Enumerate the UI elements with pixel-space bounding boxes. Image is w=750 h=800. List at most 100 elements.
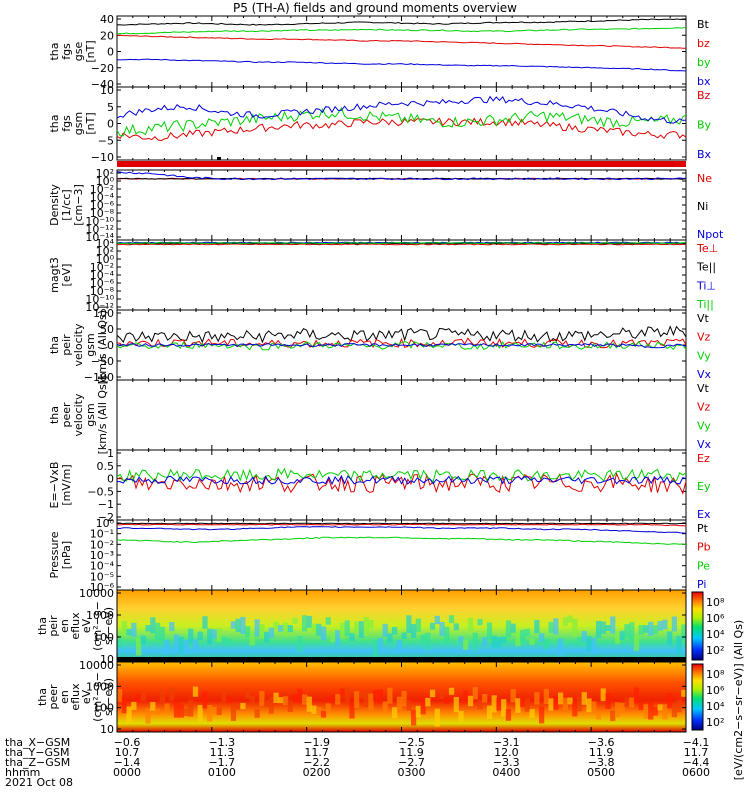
spectrogram-texture bbox=[121, 621, 127, 636]
spectrogram-texture bbox=[486, 622, 493, 640]
spectrogram-texture bbox=[524, 698, 531, 712]
spectrogram-texture bbox=[254, 619, 260, 637]
spectrogram-texture bbox=[121, 697, 127, 714]
spectrogram-texture bbox=[249, 631, 256, 646]
y-tick-label: −40 bbox=[91, 78, 114, 91]
legend-Pi: Pi bbox=[697, 578, 706, 591]
spectrogram-texture bbox=[681, 624, 687, 641]
spectrogram-texture bbox=[169, 687, 175, 701]
y-axis-label-line: peir bbox=[60, 334, 73, 356]
series-line-pressure-Pt bbox=[116, 522, 687, 525]
spectrogram-texture bbox=[278, 697, 284, 704]
spectrogram-texture bbox=[150, 617, 156, 634]
spectrogram-texture bbox=[543, 638, 549, 650]
spectrogram-texture bbox=[178, 704, 184, 718]
y-axis-label-fgs_gsm: tha fgs gsm [nT] bbox=[48, 112, 97, 135]
spectrogram-texture bbox=[354, 621, 360, 633]
spectrogram-texture bbox=[662, 619, 668, 630]
colorbar-label: [eV/(cm2−s−sr−eV)] (All Qs) bbox=[732, 620, 745, 780]
y-axis-label-temp: magt3 [eV] bbox=[48, 257, 73, 293]
spectrogram-texture bbox=[652, 707, 659, 716]
y-axis-label-line: tha bbox=[36, 688, 49, 706]
series-line-fgs_gsm-By bbox=[116, 106, 687, 137]
footer-value: 11.7 bbox=[304, 746, 329, 759]
spectrogram-texture bbox=[643, 704, 649, 719]
spectrogram-texture bbox=[415, 618, 421, 632]
legend-Ez: Ez bbox=[697, 452, 710, 465]
spectrogram-texture bbox=[491, 635, 497, 648]
y-axis-label-line: [mV/m] bbox=[60, 464, 73, 505]
legend-Bz: Bz bbox=[697, 89, 711, 102]
spectrogram-texture bbox=[344, 620, 350, 636]
y-tick-label: 10⁻⁶ bbox=[90, 581, 115, 594]
spectrogram-texture bbox=[410, 623, 417, 638]
spectrogram-texture bbox=[230, 621, 237, 629]
spectrogram-texture bbox=[458, 636, 464, 643]
colorbar-label-text: [eV/(cm2−s−sr−eV)] (All Qs) bbox=[732, 620, 745, 780]
y-axis-label-line: tha bbox=[48, 336, 61, 354]
spectrogram-texture bbox=[576, 637, 583, 647]
colorbar-tick: 10⁶ bbox=[706, 612, 725, 625]
spectrogram-texture bbox=[633, 635, 640, 651]
spectrogram-texture bbox=[387, 633, 393, 643]
spectrogram-texture bbox=[491, 695, 497, 713]
spectrogram-texture bbox=[453, 696, 459, 713]
spectrogram-texture bbox=[117, 688, 123, 702]
quality-flag-marker bbox=[217, 157, 221, 160]
panel-frame-temp bbox=[116, 239, 687, 311]
y-tick-label: 10⁻¹⁴ bbox=[85, 231, 114, 244]
spectrogram-texture bbox=[572, 618, 578, 637]
spectrogram-texture bbox=[131, 622, 137, 637]
spectrogram-texture bbox=[382, 623, 388, 637]
y-axis-label-peir_vel: tha peir velocity gsm [km/s (All Qs)] bbox=[48, 306, 109, 385]
legend-Ni: Ni bbox=[697, 200, 708, 213]
spectrogram-texture bbox=[320, 626, 327, 641]
spectrogram-texture bbox=[377, 689, 384, 704]
footer-value: 0600 bbox=[682, 766, 710, 779]
footer-value: 11.9 bbox=[399, 746, 424, 759]
legend-by: by bbox=[697, 56, 711, 69]
y-axis-label-line: [km/s (All Qs)] bbox=[96, 376, 109, 455]
legend-Vx: Vx bbox=[697, 368, 712, 381]
spectrogram-texture bbox=[553, 618, 559, 635]
spectrogram-texture bbox=[539, 633, 545, 642]
y-tick-label: 1000 bbox=[86, 609, 114, 622]
spectrogram-texture bbox=[320, 710, 327, 718]
panel-frame-peer_vel bbox=[116, 379, 687, 451]
footer-value: 10.7 bbox=[115, 746, 140, 759]
spectrogram-texture bbox=[648, 621, 654, 636]
spectrogram-texture bbox=[188, 628, 194, 644]
series-line-efield-Ex bbox=[116, 475, 687, 486]
spectrogram-texture bbox=[145, 708, 151, 724]
spectrogram-texture bbox=[282, 622, 289, 637]
legend-Npot: Npot bbox=[697, 228, 724, 241]
series-line-peir_vel-Vt bbox=[116, 325, 687, 344]
y-tick-label: 10⁻⁵ bbox=[90, 570, 114, 583]
spectrogram-texture bbox=[150, 701, 156, 711]
spectrogram-texture bbox=[420, 634, 426, 643]
spectrogram-texture bbox=[145, 625, 151, 632]
spectrogram-texture bbox=[505, 709, 512, 721]
spectrogram-texture bbox=[406, 700, 412, 711]
spectrogram-texture bbox=[581, 631, 587, 642]
spectrogram-texture bbox=[458, 710, 464, 722]
spectrogram-texture bbox=[140, 692, 146, 701]
spectrogram-texture bbox=[614, 631, 621, 644]
y-axis-label-fgs: tha fgs gse [nT] bbox=[48, 40, 97, 62]
legend-By: By bbox=[697, 119, 712, 132]
y-tick-label: 10² bbox=[96, 245, 114, 258]
footer-value: 0200 bbox=[303, 766, 331, 779]
spectrogram-texture bbox=[211, 629, 218, 639]
spectrogram-texture bbox=[572, 701, 578, 717]
spectrogram-texture bbox=[429, 622, 436, 630]
spectrogram-texture bbox=[681, 689, 687, 697]
footer-value: −3.3 bbox=[493, 756, 520, 769]
y-tick-label: −2 bbox=[98, 511, 114, 524]
spectrogram-texture bbox=[349, 633, 355, 641]
spectrogram-texture bbox=[207, 704, 213, 722]
series-line-efield-Ez bbox=[116, 471, 687, 495]
y-axis-label-line: sr−eV) bbox=[102, 678, 115, 716]
y-tick-label: 10⁰ bbox=[96, 253, 115, 266]
spectrogram-texture bbox=[629, 622, 635, 641]
y-tick-label: 5 bbox=[107, 101, 114, 114]
